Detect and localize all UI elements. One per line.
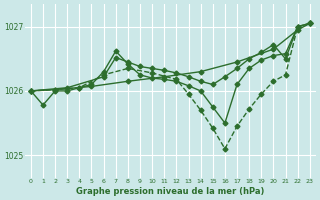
X-axis label: Graphe pression niveau de la mer (hPa): Graphe pression niveau de la mer (hPa)	[76, 187, 265, 196]
